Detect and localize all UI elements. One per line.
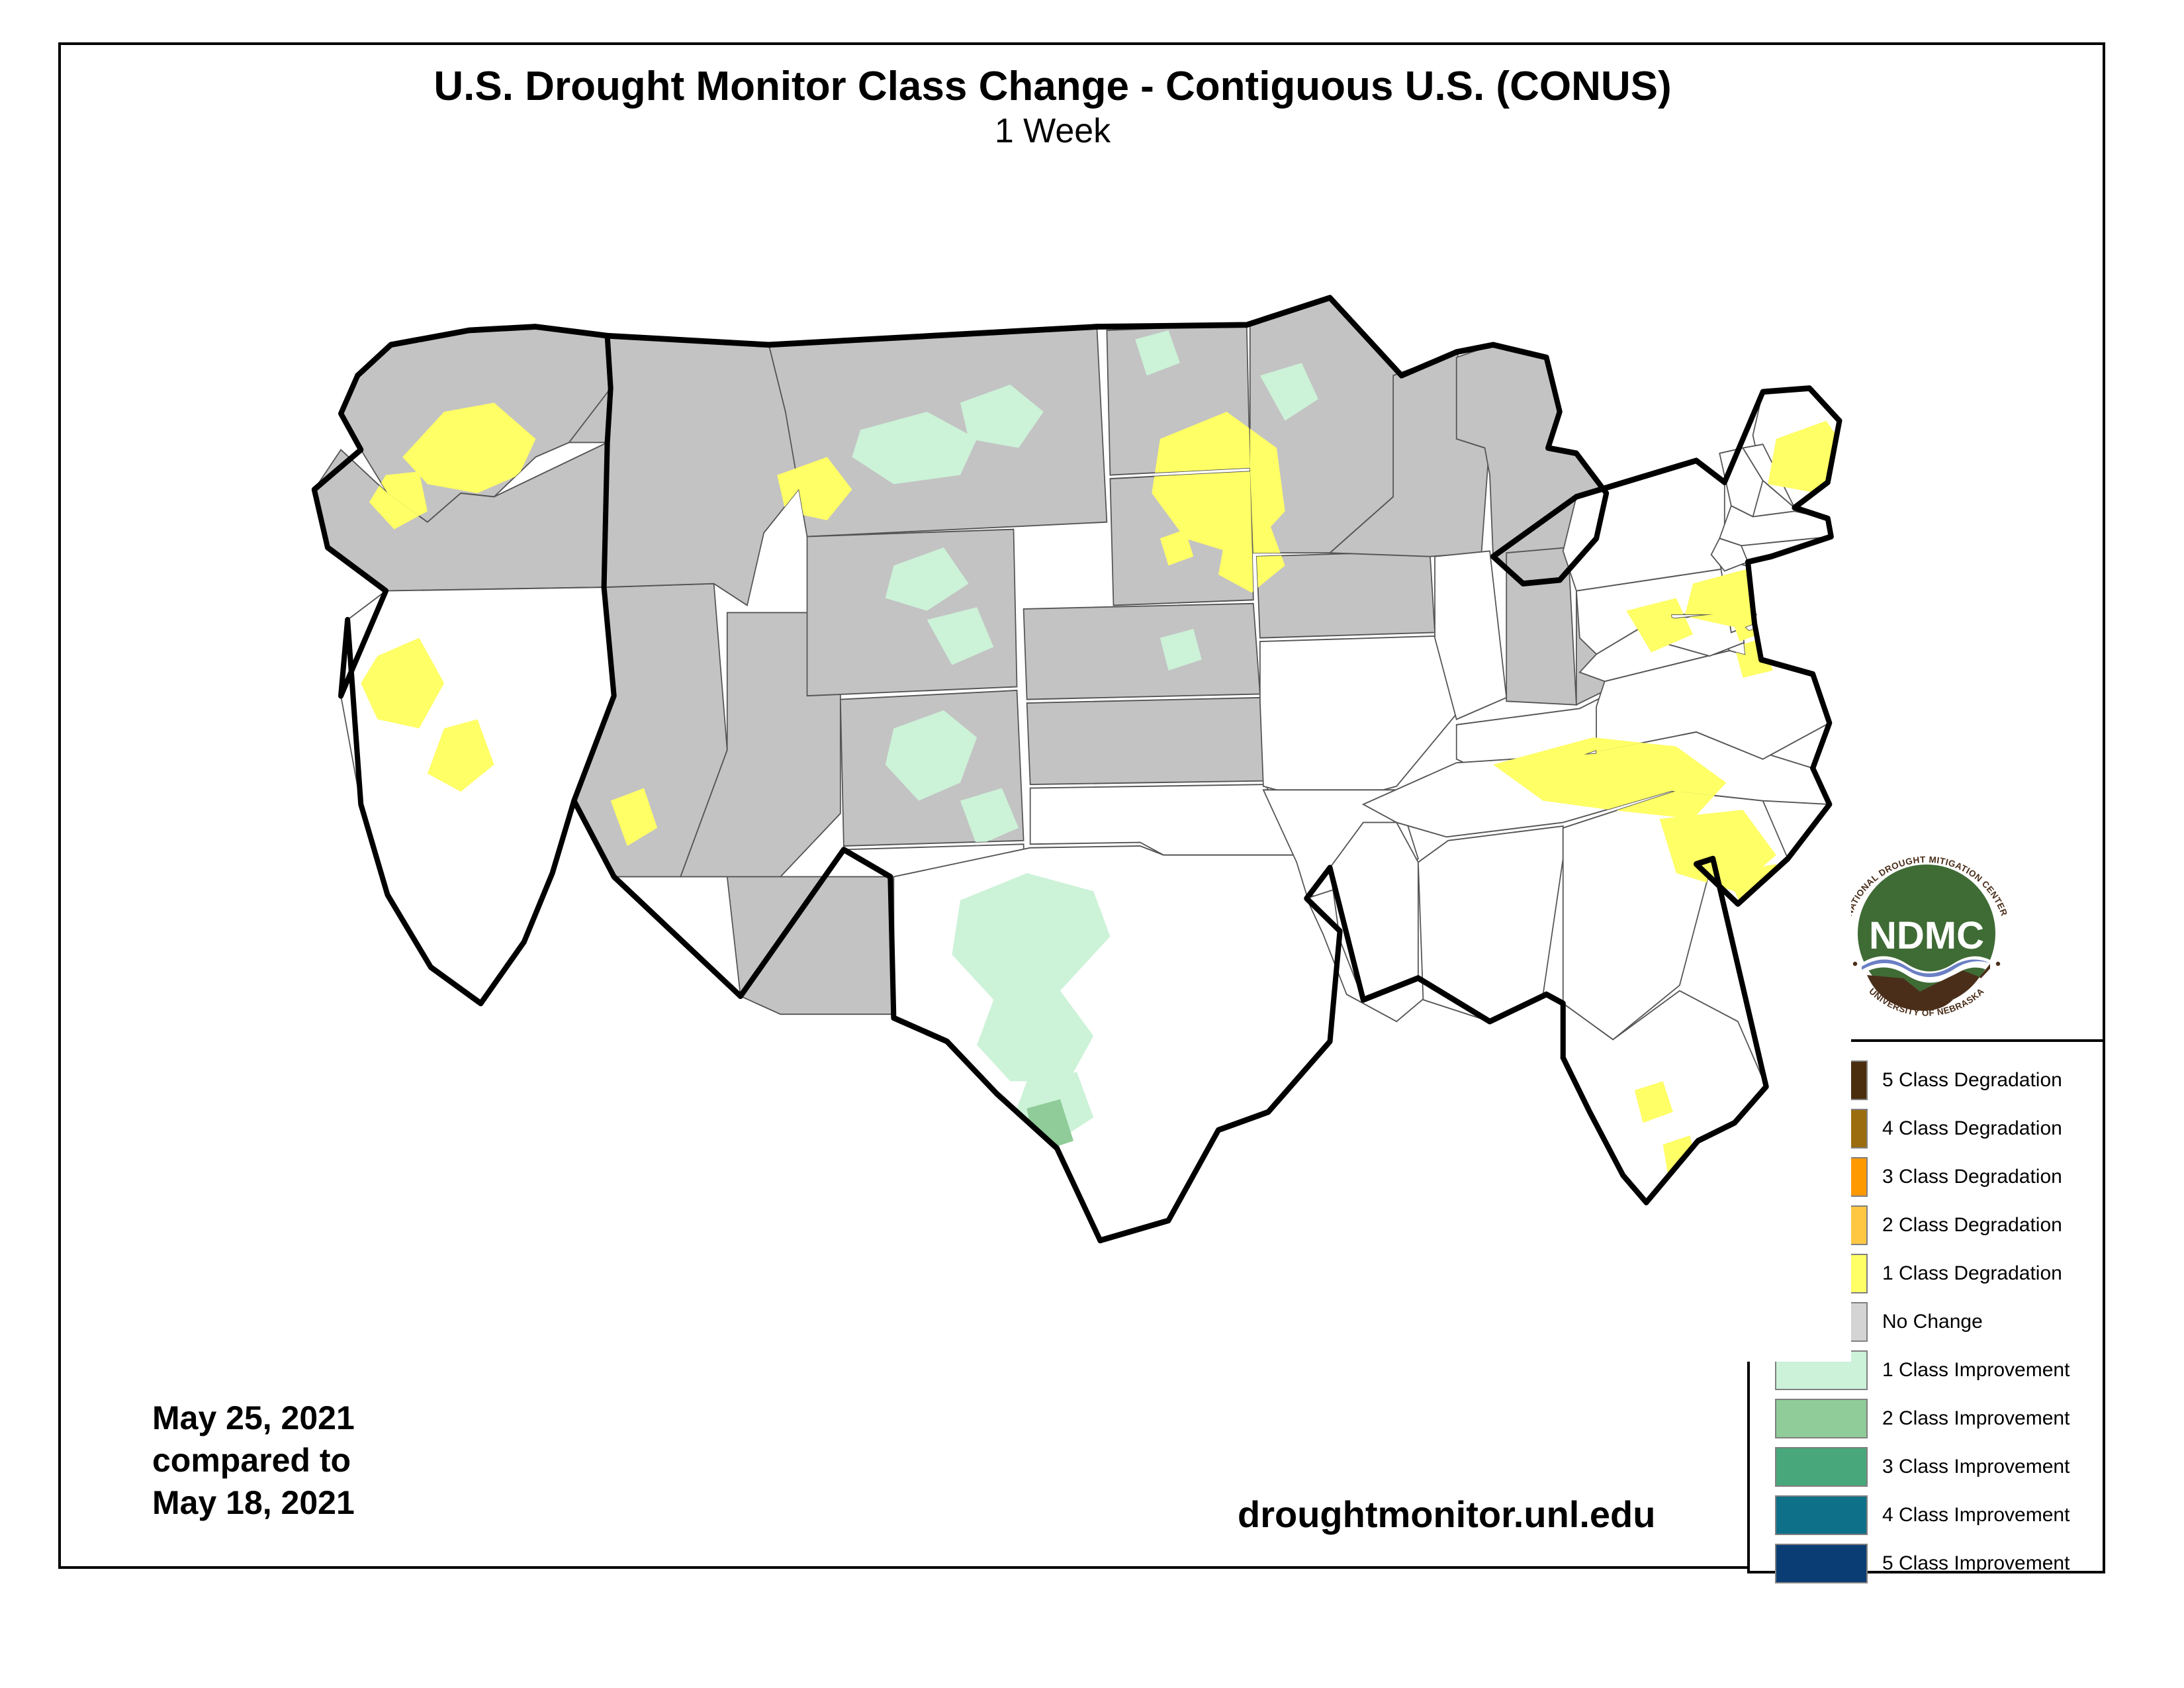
svg-text:NDMC: NDMC <box>1869 914 1984 957</box>
